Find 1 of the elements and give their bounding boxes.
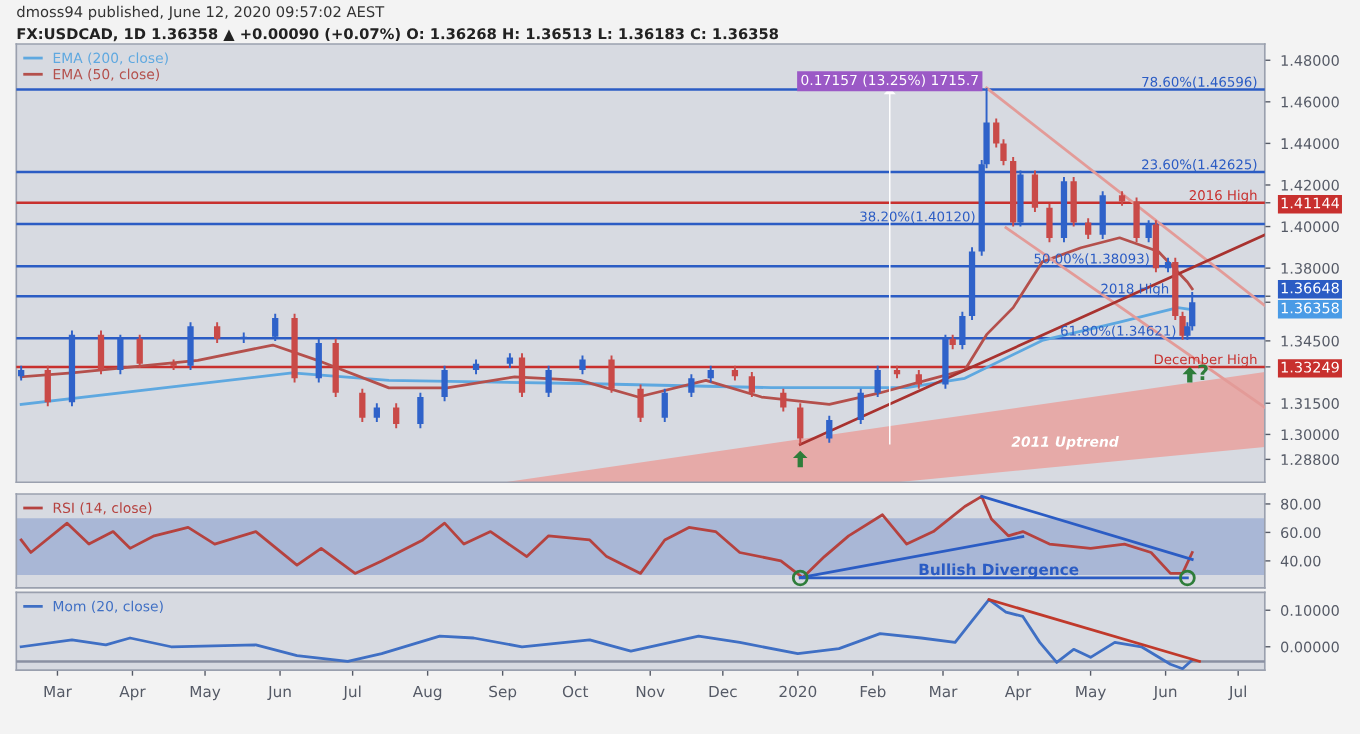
annotation: ? — [1198, 364, 1208, 380]
